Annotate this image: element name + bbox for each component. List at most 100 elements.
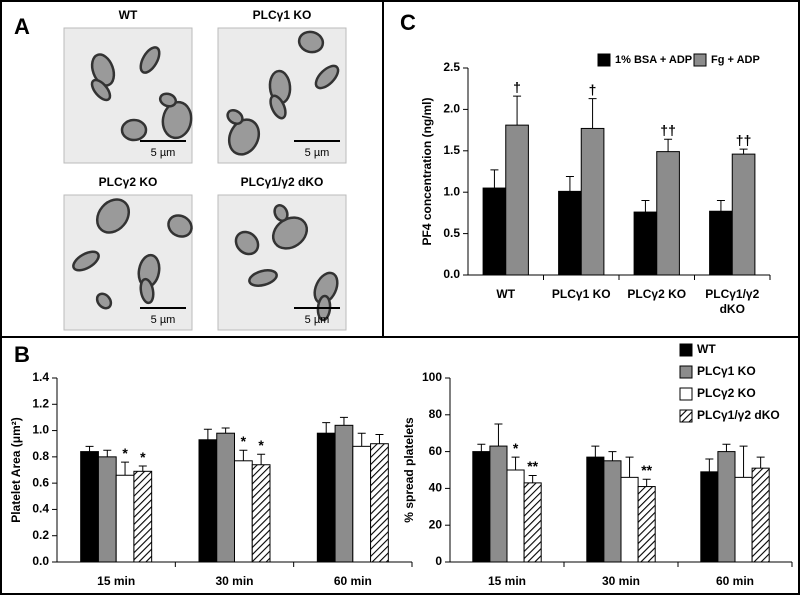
- x-tick-label: PLCγ2 KO: [627, 287, 687, 301]
- bar: [370, 443, 389, 563]
- error-bar: [477, 443, 486, 452]
- legend-label: PLCγ1 KO: [697, 364, 756, 378]
- y-tick-label: 0.0: [443, 267, 460, 281]
- bar: [352, 445, 372, 563]
- bar: [700, 471, 719, 563]
- y-tick-label: 20: [429, 517, 443, 531]
- error-bar: [85, 445, 94, 452]
- bar: [251, 464, 271, 563]
- bar: [580, 127, 605, 276]
- error-bar: [239, 449, 248, 461]
- bar: [656, 151, 680, 276]
- x-tick-label: 30 min: [601, 574, 640, 588]
- y-tick-label: 80: [429, 407, 443, 421]
- y-tick-label: 0: [435, 554, 442, 568]
- bar: [731, 153, 756, 276]
- cell: [269, 94, 287, 120]
- error-bar: [705, 458, 714, 472]
- legend-label: PLCγ2 KO: [697, 386, 756, 400]
- error-bar: [716, 199, 725, 212]
- cell: [95, 292, 113, 310]
- error-bar: [608, 451, 617, 461]
- cell: [248, 269, 278, 287]
- error-bar: [588, 98, 597, 129]
- x-tick-label: WT: [496, 287, 516, 301]
- image-label: PLCγ2 KO: [99, 175, 158, 189]
- cell: [161, 100, 193, 140]
- panel-label: B: [14, 342, 30, 367]
- annotation: *: [241, 433, 247, 449]
- x-tick-label: PLCγ1/γ2 dKO: [705, 287, 760, 316]
- error-bar: [494, 423, 503, 447]
- error-bar: [664, 138, 673, 152]
- bar: [97, 456, 117, 563]
- bar: [620, 476, 639, 563]
- y-tick-label: 1.0: [32, 423, 49, 437]
- bar: [523, 482, 542, 563]
- image-label: PLCγ1/γ2 dKO: [241, 175, 324, 189]
- error-bar: [625, 456, 634, 478]
- x-tick-label: WT: [496, 287, 516, 301]
- error-bar: [511, 456, 520, 470]
- x-tick-label: 15 min: [488, 574, 526, 588]
- error-bar: [513, 95, 522, 126]
- y-tick-label: 1.2: [32, 396, 49, 410]
- error-bar: [722, 443, 731, 452]
- annotation: *: [140, 449, 146, 465]
- cell: [90, 53, 116, 87]
- bar: [505, 124, 529, 276]
- bar: [316, 432, 336, 563]
- y-tick-label: 2.0: [443, 102, 460, 116]
- error-bar: [739, 445, 748, 478]
- cell: [158, 92, 178, 108]
- error-bar: [357, 432, 366, 447]
- scale-label: 5 µm: [305, 147, 330, 159]
- panel-label: C: [400, 10, 416, 35]
- y-tick-label: 2.5: [443, 60, 460, 74]
- y-tick-label: 0.5: [443, 226, 460, 240]
- x-tick-label: 60 min: [334, 574, 372, 588]
- annotation: **: [527, 458, 538, 474]
- error-bar: [641, 199, 650, 213]
- legend-swatch: [693, 53, 707, 67]
- x-tick-label: PLCγ1 KO: [552, 287, 611, 301]
- cell: [95, 198, 131, 234]
- error-bar: [121, 461, 130, 476]
- y-tick-label: 0.2: [32, 528, 49, 542]
- bar: [586, 456, 605, 563]
- annotation: *: [258, 437, 264, 453]
- y-tick-label: 1.0: [443, 184, 460, 198]
- y-tick-label: 60: [429, 444, 443, 458]
- image-label: WT: [119, 8, 138, 22]
- bar: [489, 445, 508, 563]
- cell: [227, 118, 261, 156]
- annotation: *: [513, 440, 519, 456]
- cell: [120, 118, 148, 142]
- error-bar: [138, 465, 147, 472]
- cell: [273, 204, 289, 222]
- x-tick-label: 30 min: [601, 574, 640, 588]
- bar: [115, 474, 135, 563]
- error-bar: [339, 416, 348, 426]
- error-bar: [565, 175, 574, 192]
- error-bar: [642, 478, 651, 487]
- scale-label: 5 µm: [305, 314, 330, 326]
- legend-label: Fg + ADP: [711, 54, 760, 66]
- annotation: †: [513, 79, 521, 95]
- x-tick-label: 15 min: [97, 574, 136, 588]
- x-tick-label: PLCγ2 KO: [627, 287, 687, 301]
- y-tick-label: 0.0: [32, 554, 49, 568]
- bar: [216, 432, 235, 563]
- error-bar: [103, 449, 112, 457]
- error-bar: [739, 148, 748, 155]
- bar: [482, 187, 507, 276]
- x-tick-label: PLCγ1/γ2 dKO: [705, 287, 760, 316]
- bar: [751, 467, 770, 563]
- annotation: †: [589, 81, 597, 97]
- cell: [167, 214, 193, 238]
- error-bar: [203, 428, 212, 440]
- cell: [90, 78, 112, 102]
- error-bar: [591, 445, 600, 458]
- annotation: *: [122, 445, 128, 461]
